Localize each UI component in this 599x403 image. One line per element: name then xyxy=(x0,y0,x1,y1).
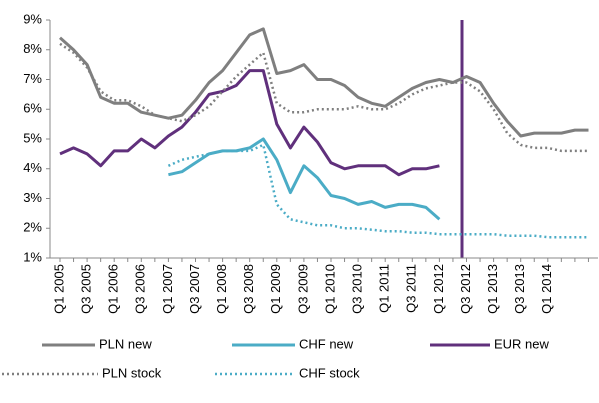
series-line xyxy=(167,143,589,239)
x-tick-label: Q3 2013 xyxy=(512,264,527,314)
x-tick-label: Q1 2005 xyxy=(51,264,66,314)
x-tick-label: Q3 2008 xyxy=(241,264,256,314)
x-tick-label: Q1 2006 xyxy=(106,264,121,314)
y-tick-label: 3% xyxy=(23,190,42,205)
y-tick-label: 8% xyxy=(23,41,42,56)
legend-label: PLN new xyxy=(99,336,152,351)
series-line xyxy=(168,137,441,221)
legend-label: PLN stock xyxy=(102,365,162,380)
y-tick-label: 4% xyxy=(23,160,42,175)
series-line xyxy=(59,42,589,153)
y-tick-label: 5% xyxy=(23,130,42,145)
x-tick-label: Q1 2013 xyxy=(485,264,500,314)
series-line xyxy=(59,69,440,177)
x-tick-label: Q3 2012 xyxy=(458,264,473,314)
legend-label: EUR new xyxy=(494,336,550,351)
x-tick-label: Q3 2009 xyxy=(295,264,310,314)
x-tick-label: Q1 2014 xyxy=(539,264,554,314)
series-line xyxy=(59,27,589,138)
x-tick-label: Q3 2007 xyxy=(187,264,202,314)
x-tick-label: Q1 2008 xyxy=(214,264,229,314)
x-tick-label: Q1 2012 xyxy=(431,264,446,314)
legend-label: CHF new xyxy=(299,336,354,351)
x-tick-label: Q1 2010 xyxy=(322,264,337,314)
y-tick-label: 6% xyxy=(23,101,42,116)
x-tick-label: Q1 2009 xyxy=(268,264,283,314)
y-tick-label: 2% xyxy=(23,220,42,235)
legend-label: CHF stock xyxy=(299,365,360,380)
x-tick-label: Q3 2006 xyxy=(133,264,148,314)
x-tick-label: Q1 2011 xyxy=(377,264,392,313)
y-tick-label: 9% xyxy=(23,11,42,26)
y-tick-label: 7% xyxy=(23,71,42,86)
x-tick-label: Q3 2005 xyxy=(79,264,94,314)
x-tick-label: Q3 2011 xyxy=(404,264,419,313)
y-tick-label: 1% xyxy=(23,249,42,264)
x-tick-label: Q1 2007 xyxy=(160,264,175,314)
x-tick-label: Q3 2010 xyxy=(350,264,365,314)
